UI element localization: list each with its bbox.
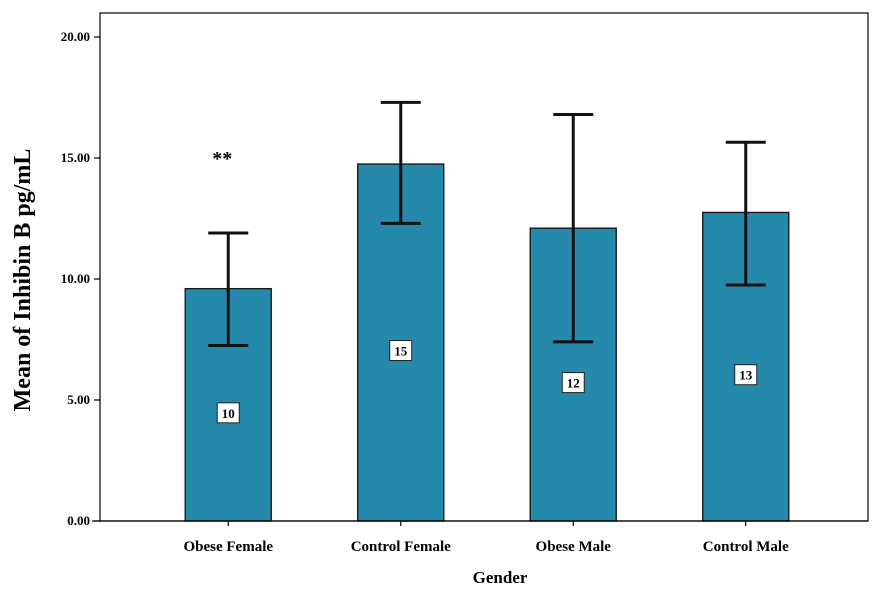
- significance-annotation: **: [212, 148, 232, 170]
- error-bars-layer: [208, 100, 766, 348]
- n-label-box: [216, 402, 240, 424]
- y-tick-label: 15.00: [61, 150, 90, 165]
- y-tick-label: 20.00: [61, 29, 90, 44]
- x-tick-label: Control Male: [703, 539, 789, 555]
- labels-layer: Obese Female 10 Control Female 15 Obese Male…: [183, 148, 789, 555]
- bars-layer: [184, 163, 790, 522]
- y-tick-label: 5.00: [67, 392, 90, 407]
- n-label: 15: [394, 344, 408, 359]
- x-tick-label: Control Female: [351, 539, 451, 555]
- x-tick-label: Obese Male: [536, 539, 612, 555]
- x-tick-label: Obese Female: [183, 539, 273, 555]
- n-label: 12: [567, 376, 580, 391]
- n-label-box: [561, 372, 585, 394]
- x-axis-title: Gender: [473, 568, 528, 587]
- y-tick-label: 0.00: [67, 513, 90, 528]
- y-axis: 0.00 5.00 10.00 15.00 20.00: [61, 29, 100, 528]
- n-label: 10: [222, 406, 235, 421]
- y-axis-title: Mean of Inhibin B pg/mL: [10, 149, 36, 412]
- n-label: 13: [739, 368, 753, 383]
- n-label-box: [389, 340, 413, 362]
- y-tick-label: 10.00: [61, 271, 90, 286]
- n-label-box: [734, 364, 758, 386]
